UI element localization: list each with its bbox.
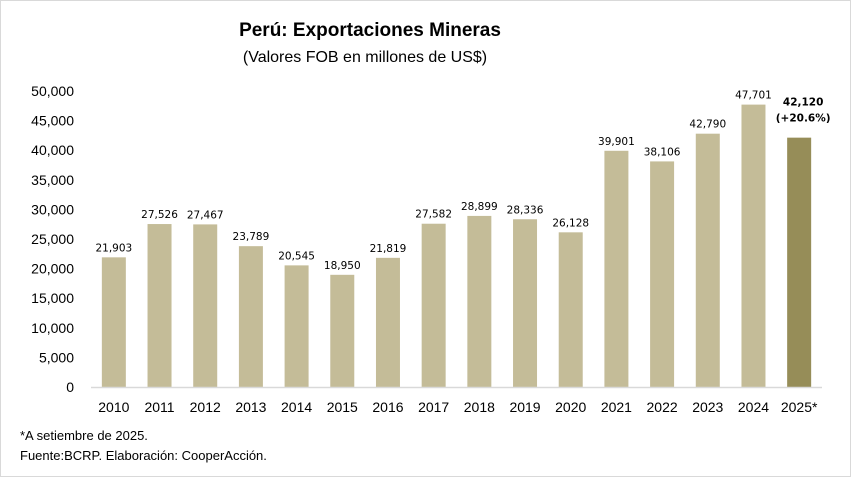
bar — [558, 232, 583, 387]
x-tick-label: 2022 — [647, 399, 678, 415]
data-label: 21,903 — [95, 242, 132, 254]
x-tick-label: 2012 — [190, 399, 221, 415]
x-tick-label: 2023 — [692, 399, 723, 415]
bar — [604, 150, 629, 387]
bar — [650, 161, 675, 387]
x-tick-label: 2015 — [327, 399, 358, 415]
source-note: Fuente:BCRP. Elaboración: CooperAcción. — [20, 448, 267, 463]
data-label: 38,106 — [644, 146, 681, 158]
x-tick-label: 2017 — [418, 399, 449, 415]
x-tick-label: 2016 — [372, 399, 403, 415]
data-label: 47,701 — [735, 90, 772, 102]
y-tick-label: 0 — [66, 379, 74, 395]
chart-subtitle: (Valores FOB en millones de US$) — [242, 49, 488, 66]
y-tick-label: 25,000 — [31, 231, 74, 247]
bar — [238, 246, 263, 387]
x-tick-label: 2021 — [601, 399, 632, 415]
x-tick-label: 2014 — [281, 399, 312, 415]
bar — [193, 224, 218, 387]
data-label-annotation: (+20.6%) — [776, 113, 831, 125]
x-tick-label: 2010 — [98, 399, 129, 415]
bar — [101, 257, 126, 387]
y-tick-label: 45,000 — [31, 113, 74, 129]
data-label: 27,582 — [415, 209, 452, 221]
bar — [787, 137, 812, 387]
data-label: 27,526 — [141, 209, 178, 221]
bar — [330, 274, 355, 387]
y-tick-label: 50,000 — [31, 83, 74, 99]
data-label: 27,467 — [187, 209, 224, 221]
bar — [467, 215, 492, 387]
x-tick-label: 2024 — [738, 399, 769, 415]
data-label: 23,789 — [233, 231, 270, 243]
y-tick-label: 10,000 — [31, 320, 74, 336]
data-label: 28,899 — [461, 201, 498, 213]
data-label: 28,336 — [507, 204, 544, 216]
x-tick-label: 2025* — [781, 399, 818, 415]
data-label: 42,120 — [783, 97, 824, 109]
bar — [375, 257, 400, 387]
y-tick-label: 30,000 — [31, 201, 74, 217]
x-tick-label: 2018 — [464, 399, 495, 415]
data-label: 26,128 — [552, 217, 589, 229]
data-label: 42,790 — [689, 119, 726, 131]
y-tick-label: 40,000 — [31, 142, 74, 158]
x-tick-label: 2011 — [144, 399, 174, 415]
y-tick-label: 15,000 — [31, 290, 74, 306]
data-label: 39,901 — [598, 136, 635, 148]
data-label: 20,545 — [278, 250, 315, 262]
y-tick-label: 5,000 — [39, 349, 74, 365]
x-tick-label: 2020 — [555, 399, 586, 415]
y-tick-label: 20,000 — [31, 261, 74, 277]
data-label: 18,950 — [324, 260, 361, 272]
bar — [695, 133, 720, 387]
bar — [421, 223, 446, 387]
data-label: 21,819 — [370, 243, 407, 255]
bar — [147, 224, 172, 387]
bar — [284, 265, 309, 387]
footnote: *A setiembre de 2025. — [20, 428, 148, 443]
y-tick-label: 35,000 — [31, 172, 74, 188]
bar — [513, 219, 538, 387]
chart-title: Perú: Exportaciones Mineras — [239, 20, 501, 41]
x-tick-label: 2013 — [235, 399, 266, 415]
x-tick-label: 2019 — [509, 399, 540, 415]
bar — [741, 104, 766, 387]
